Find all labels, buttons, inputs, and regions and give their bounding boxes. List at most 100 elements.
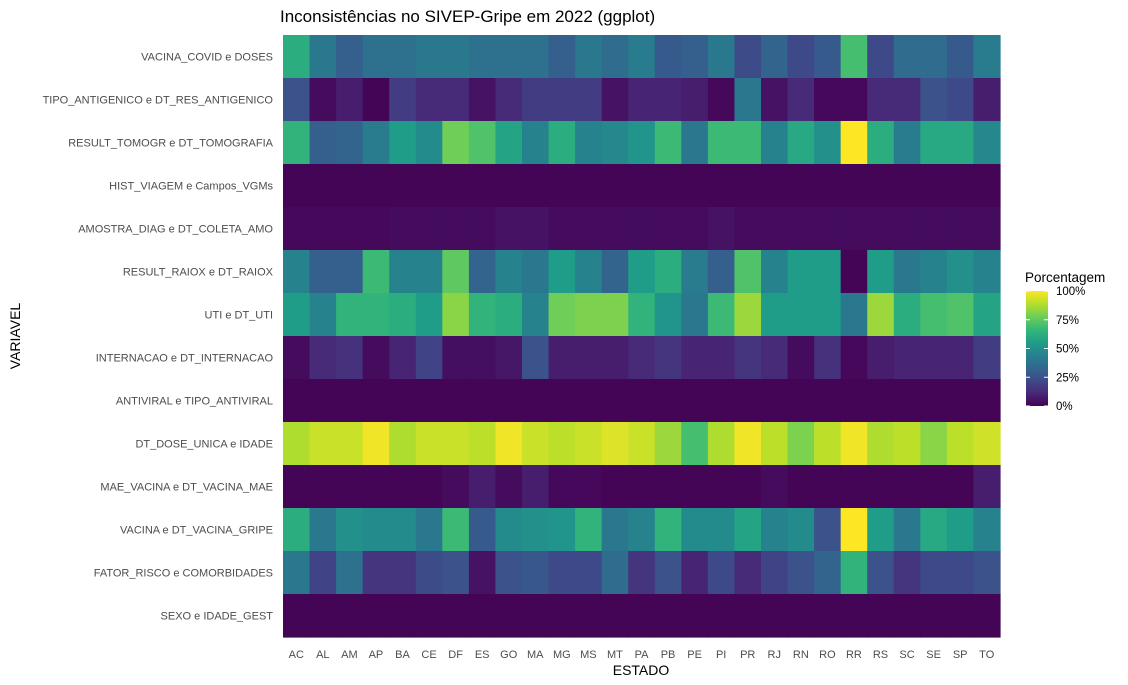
heatmap-cell (920, 422, 948, 466)
heatmap-cell (840, 465, 868, 509)
heatmap-cell (575, 164, 603, 208)
heatmap-cell (548, 422, 576, 466)
heatmap-cell (734, 551, 762, 595)
heatmap-cell (283, 336, 311, 380)
heatmap-cell (575, 336, 603, 380)
heatmap-cell (787, 465, 815, 509)
x-tick-label: PB (661, 649, 676, 661)
heatmap-cell (787, 336, 815, 380)
heatmap-cell (654, 207, 682, 251)
heatmap-cell (654, 508, 682, 552)
heatmap-cell (920, 164, 948, 208)
heatmap-cell (283, 551, 311, 595)
heatmap-cell (442, 293, 470, 337)
heatmap-cell (362, 293, 390, 337)
heatmap-cell (946, 78, 975, 122)
heatmap-cell (707, 508, 736, 552)
heatmap-cell (442, 422, 470, 466)
heatmap-cell (893, 207, 921, 251)
heatmap-cell (575, 207, 603, 251)
heatmap-cell (787, 207, 815, 251)
heatmap-cell (628, 293, 656, 337)
x-tick-label: PA (635, 649, 650, 661)
heatmap-cell (707, 121, 736, 165)
heatmap-cell (893, 293, 921, 337)
heatmap-cell (336, 594, 364, 638)
heatmap-cell (946, 594, 975, 638)
heatmap-cell (761, 379, 789, 423)
heatmap-cell (787, 121, 815, 165)
heatmap-cell (973, 207, 1001, 251)
heatmap-cell (522, 508, 550, 552)
heatmap-cell (761, 250, 789, 294)
heatmap-cell (575, 121, 603, 165)
heatmap-cell (389, 551, 417, 595)
heatmap-cell (468, 121, 497, 165)
heatmap-cell (495, 121, 523, 165)
heatmap-cell (468, 293, 497, 337)
x-tick-label: SE (926, 649, 941, 661)
heatmap-cell (415, 551, 443, 595)
legend-tick-labels: 0% 25% 50% 75% 100% (1026, 286, 1085, 413)
heatmap-cell (495, 293, 523, 337)
heatmap-cell (681, 422, 709, 466)
heatmap-cell (495, 164, 523, 208)
heatmap-cell (973, 508, 1001, 552)
heatmap-cell (681, 35, 709, 79)
heatmap-cell (707, 336, 736, 380)
heatmap-cell (442, 250, 470, 294)
heatmap-cell (522, 551, 550, 595)
heatmap-cell (309, 35, 337, 79)
heatmap-cell (840, 508, 868, 552)
y-tick-label: ANTIVIRAL e TIPO_ANTIVIRAL (116, 396, 273, 408)
heatmap-cell (601, 379, 629, 423)
heatmap-cell (362, 164, 390, 208)
heatmap-cell (336, 336, 364, 380)
heatmap-cell (787, 594, 815, 638)
heatmap-cell (814, 594, 842, 638)
heatmap-cell (814, 121, 842, 165)
heatmap-cell (707, 551, 736, 595)
x-tick-label: TO (979, 649, 995, 661)
heatmap-cell (415, 293, 443, 337)
heatmap-cell (681, 465, 709, 509)
heatmap-cell (336, 121, 364, 165)
x-tick-label: RS (873, 649, 888, 661)
heatmap-cell (309, 207, 337, 251)
heatmap-cell (761, 35, 789, 79)
y-tick-label: VACINA_COVID e DOSES (141, 52, 273, 64)
heatmap-cell (468, 465, 497, 509)
heatmap-cell (389, 508, 417, 552)
heatmap-cell (814, 250, 842, 294)
heatmap-cell (468, 78, 497, 122)
heatmap-cell (867, 293, 895, 337)
heatmap-cell (973, 250, 1001, 294)
heatmap-cell (522, 35, 550, 79)
heatmap-cell (522, 121, 550, 165)
heatmap-cell (707, 379, 736, 423)
heatmap-cell (628, 551, 656, 595)
legend-tick-label: 0% (1056, 401, 1073, 413)
heatmap-cell (548, 594, 576, 638)
heatmap-cell (336, 422, 364, 466)
heatmap-cell (522, 164, 550, 208)
color-legend: Porcentagem 0% 25% 50% 75% 100% (1025, 270, 1105, 413)
heatmap-cell (628, 121, 656, 165)
heatmap-cell (920, 508, 948, 552)
heatmap-cell (601, 594, 629, 638)
heatmap-cell (389, 293, 417, 337)
heatmap-cell (867, 78, 895, 122)
heatmap-cell (814, 35, 842, 79)
x-tick-label: CE (421, 649, 436, 661)
heatmap-cell (389, 164, 417, 208)
heatmap-cell (336, 379, 364, 423)
heatmap-cell (468, 551, 497, 595)
heatmap-cell (495, 336, 523, 380)
heatmap-cell (336, 78, 364, 122)
heatmap-cell (628, 35, 656, 79)
heatmap-cell (389, 336, 417, 380)
heatmap-cell (761, 422, 789, 466)
heatmap-cell (628, 336, 656, 380)
y-tick-label: INTERNACAO e DT_INTERNACAO (96, 353, 274, 365)
